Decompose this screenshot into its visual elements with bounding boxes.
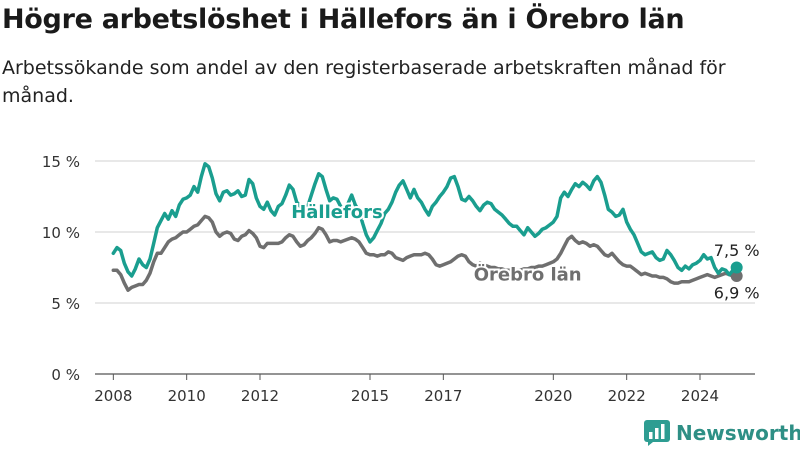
brand-name: Newsworthy: [676, 421, 800, 445]
chart-labels: Hällefors Örebro län 7,5 % 6,9 %: [289, 200, 761, 304]
chart-series: [111, 162, 743, 292]
x-tick-label: 2024: [681, 387, 719, 405]
series-end-point-1: [730, 270, 743, 283]
chart-gridlines: [95, 160, 755, 375]
series-name-label-0: Hällefors: [291, 202, 383, 223]
series-line-0: [111, 162, 739, 278]
bar-chart-logo-icon: [644, 420, 670, 446]
series-end-label-1: 6,9 %: [714, 284, 760, 303]
newsworthy-brand: Newsworthy: [644, 418, 800, 448]
y-tick-label: 10 %: [42, 224, 80, 242]
page-title: Högre arbetslöshet i Hällefors än i Öreb…: [2, 4, 685, 35]
series-end-point-0: [730, 261, 743, 274]
x-tick-label: 2020: [534, 387, 572, 405]
series-line-1: [111, 214, 739, 292]
y-tick-label: 5 %: [51, 295, 80, 313]
x-tick-label: 2017: [424, 387, 462, 405]
series-name-label-1: Örebro län: [474, 263, 582, 285]
x-tick-label: 2008: [94, 387, 132, 405]
series-end-label-0: 7,5 %: [714, 241, 760, 260]
x-tick-label: 2022: [608, 387, 646, 405]
y-axis: 0 % 5 % 10 % 15 %: [42, 153, 80, 384]
y-tick-label: 0 %: [51, 366, 80, 384]
x-axis: 2008 2010 2012 2015 2017 2020 2022 2024: [94, 374, 719, 405]
x-tick-label: 2015: [351, 387, 389, 405]
x-tick-label: 2010: [168, 387, 206, 405]
x-tick-label: 2012: [241, 387, 279, 405]
y-tick-label: 15 %: [42, 153, 80, 171]
page-subtitle: Arbetssökande som andel av den registerb…: [2, 57, 726, 107]
